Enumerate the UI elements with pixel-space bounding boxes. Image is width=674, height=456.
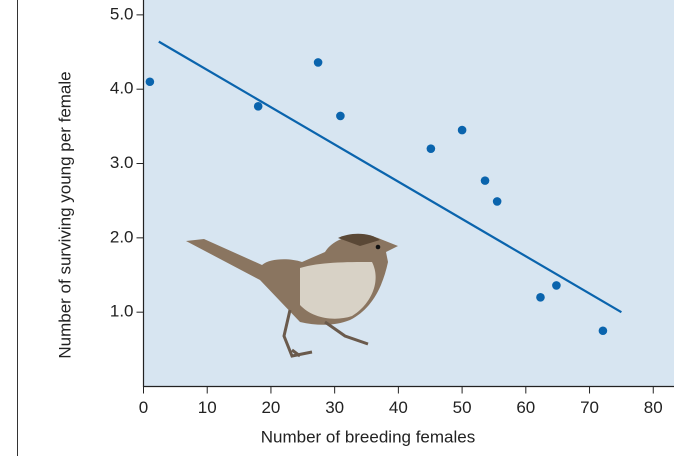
x-tick-label: 50 bbox=[453, 398, 472, 417]
x-tick-label: 0 bbox=[139, 398, 148, 417]
y-tick-label: 5.0 bbox=[110, 4, 134, 23]
trend-line bbox=[158, 40, 622, 314]
data-point bbox=[336, 111, 345, 121]
x-tick-label: 80 bbox=[644, 398, 663, 417]
x-tick-label: 30 bbox=[325, 398, 344, 417]
x-tick-label: 70 bbox=[580, 398, 599, 417]
x-axis-title: Number of breeding females bbox=[261, 427, 476, 446]
data-point bbox=[457, 125, 467, 135]
data-point bbox=[492, 197, 502, 206]
data-point bbox=[598, 326, 608, 336]
data-point bbox=[536, 293, 545, 302]
x-tick-label: 20 bbox=[261, 398, 280, 417]
bird-illustration bbox=[186, 233, 398, 358]
x-tick-label: 40 bbox=[389, 398, 408, 417]
data-point bbox=[313, 58, 323, 67]
x-tick-label: 10 bbox=[198, 398, 217, 417]
y-tick-label: 1.0 bbox=[110, 302, 134, 321]
data-point bbox=[145, 77, 155, 87]
x-tick-label: 60 bbox=[516, 398, 535, 417]
y-tick-label: 2.0 bbox=[110, 227, 134, 246]
y-tick-label: 4.0 bbox=[110, 79, 134, 98]
data-point bbox=[253, 101, 263, 111]
data-point bbox=[552, 281, 561, 290]
y-axis-title: Number of surviving young per female bbox=[55, 71, 74, 358]
data-point bbox=[480, 176, 490, 185]
plot-area bbox=[143, 0, 674, 387]
data-point bbox=[426, 144, 436, 153]
y-tick-label: 3.0 bbox=[110, 153, 134, 172]
